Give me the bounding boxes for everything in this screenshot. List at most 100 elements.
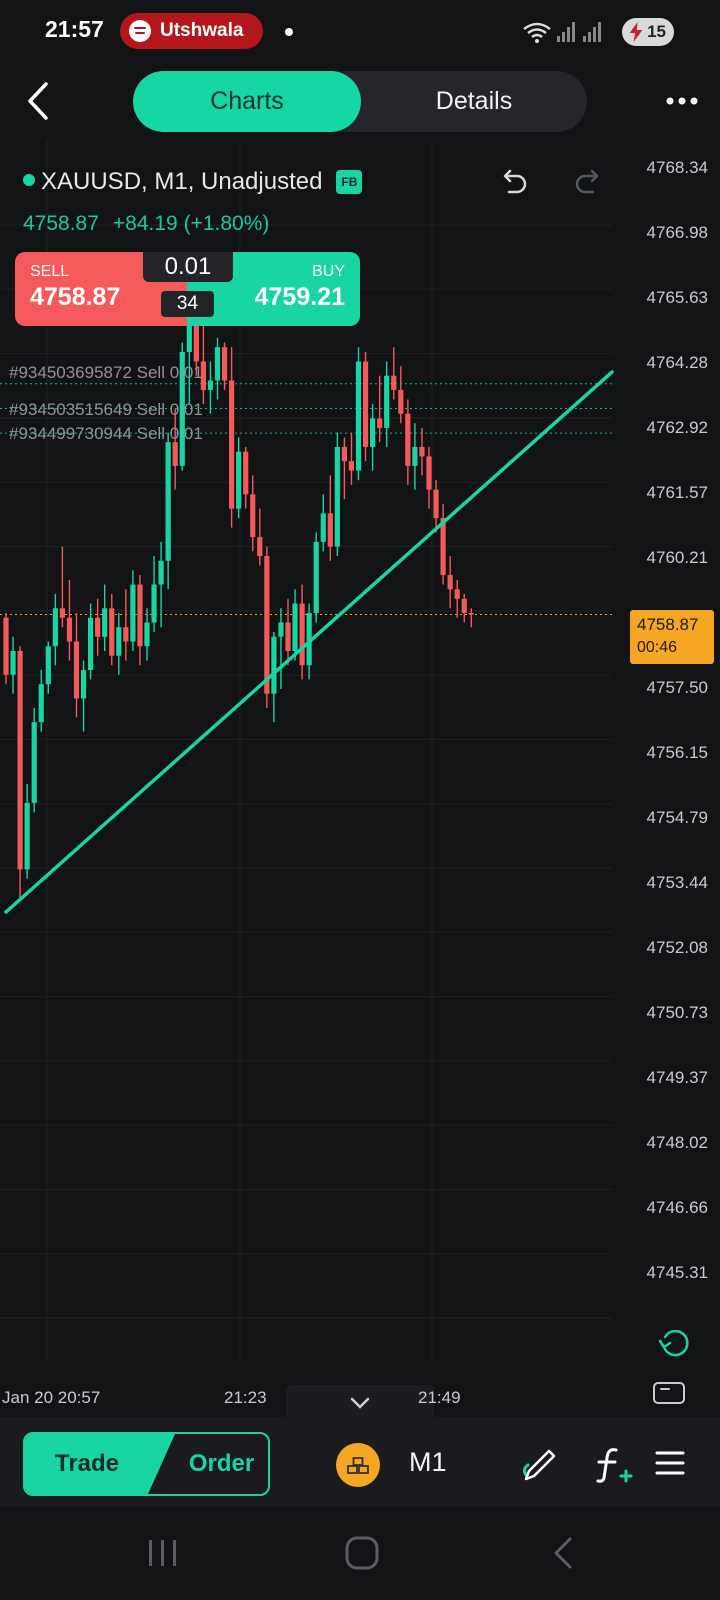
price-axis-label: 4749.37: [646, 1068, 708, 1087]
candle-body: [172, 442, 178, 466]
candle-body: [179, 351, 185, 466]
price-axis-label: 4765.63: [646, 288, 708, 307]
candle-body: [468, 613, 474, 615]
order-label[interactable]: #934503515649 Sell 0.01: [9, 400, 203, 419]
wifi-icon: [523, 22, 551, 43]
undo-icon[interactable]: [497, 168, 529, 198]
system-nav-bar: [0, 1507, 720, 1600]
order-label[interactable]: #934499730944 Sell 0.01: [9, 424, 203, 443]
fullscreen-icon[interactable]: [653, 1382, 685, 1404]
candle-body: [137, 584, 143, 647]
candle-body: [278, 622, 284, 637]
candle-body: [31, 722, 37, 803]
candle-body: [109, 608, 115, 656]
price-axis-label: 4761.57: [646, 483, 708, 502]
tab-charts[interactable]: Charts: [133, 71, 361, 132]
candle-body: [193, 318, 199, 362]
candle-body: [285, 622, 291, 651]
redo-icon[interactable]: [573, 168, 605, 198]
symbol-title: XAUUSD, M1, Unadjusted: [41, 168, 323, 195]
price-chart[interactable]: [0, 140, 720, 1400]
candle-body: [59, 608, 65, 618]
drawing-tools-icon[interactable]: [520, 1445, 560, 1485]
candle-body: [355, 361, 362, 471]
candle-body: [384, 375, 390, 428]
candle-body: [102, 608, 108, 637]
candle-body: [144, 622, 150, 647]
time-axis-label: Jan 20 20:57: [2, 1388, 101, 1407]
chevron-down-icon: [350, 1397, 370, 1409]
candle-body: [200, 361, 206, 390]
price-axis-label: 4752.08: [646, 938, 708, 957]
order-button[interactable]: Order: [188, 1450, 255, 1477]
status-time: 21:57: [45, 16, 104, 42]
candle-body: [440, 518, 446, 576]
candle-body: [461, 598, 467, 614]
status-bar: 21:57 Utshwala 15: [0, 0, 720, 64]
candle-countdown: 00:46: [637, 639, 678, 656]
spread-value: 34: [161, 291, 214, 317]
candle-body: [327, 513, 333, 547]
candle-body: [292, 603, 298, 651]
candle-body: [186, 318, 192, 352]
candle-body: [341, 446, 347, 462]
candle-body: [73, 641, 80, 699]
candle-body: [426, 456, 432, 490]
media-notification-pill[interactable]: Utshwala: [120, 13, 263, 49]
candle-body: [45, 646, 51, 685]
back-button[interactable]: [20, 78, 60, 124]
order-label[interactable]: #934503695872 Sell 0.01: [9, 363, 203, 382]
back-nav-icon[interactable]: [550, 1535, 576, 1571]
gold-asset-icon[interactable]: [336, 1443, 380, 1487]
candle-body: [348, 461, 355, 471]
candle-body: [370, 418, 376, 447]
lot-size-input[interactable]: 0.01: [143, 252, 233, 282]
price-change: +84.19 (+1.80%): [112, 212, 270, 235]
menu-icon[interactable]: [655, 1448, 685, 1478]
fb-badge: FB: [336, 170, 363, 194]
price-axis-label: 4753.44: [646, 873, 708, 892]
candle-body: [257, 537, 263, 557]
price-summary: 4758.87 +84.19 (+1.80%): [23, 212, 269, 236]
candle-body: [391, 375, 397, 390]
reset-zoom-icon[interactable]: [657, 1325, 693, 1361]
candle-body: [130, 584, 136, 642]
buy-price: 4759.21: [254, 283, 345, 311]
indicators-icon[interactable]: [594, 1444, 634, 1486]
candle-body: [165, 442, 171, 561]
more-options-icon[interactable]: [662, 86, 702, 116]
price-axis-label: 4766.98: [646, 223, 708, 242]
collapse-panel-handle[interactable]: [286, 1385, 434, 1419]
battery-saver-icon: [629, 22, 643, 42]
price-axis-label: 4764.28: [646, 353, 708, 372]
battery-level: 15: [647, 22, 666, 41]
recent-apps-icon[interactable]: [146, 1537, 180, 1569]
price-axis-label: 4757.50: [646, 678, 708, 697]
notification-dot-icon: [285, 28, 293, 36]
current-price-tag: 4758.87 00:46: [630, 610, 714, 664]
buy-label: BUY: [312, 263, 345, 280]
view-tab-switch: Charts Details: [133, 71, 587, 132]
signal-icon-2: [583, 22, 601, 42]
candle-body: [454, 589, 460, 599]
home-icon[interactable]: [344, 1535, 380, 1571]
symbol-header: XAUUSD, M1, Unadjusted FB: [23, 168, 363, 196]
candle-body: [398, 389, 404, 414]
sell-label: SELL: [30, 263, 70, 280]
price-axis-label: 4754.79: [646, 808, 708, 827]
timeframe-selector[interactable]: M1: [409, 1447, 447, 1477]
candle-body: [419, 446, 425, 457]
candle-body: [433, 489, 439, 519]
candle-body: [447, 575, 453, 590]
trade-button[interactable]: Trade: [25, 1434, 175, 1494]
price-axis-label: 4768.34: [646, 158, 708, 177]
candle-body: [24, 802, 30, 870]
price-axis-label: 4760.21: [646, 548, 708, 567]
candle-body: [271, 636, 277, 694]
market-open-dot-icon: [23, 174, 35, 186]
tab-details[interactable]: Details: [435, 87, 513, 115]
candle-body: [243, 451, 249, 495]
candle-body: [3, 617, 9, 675]
candle-body: [264, 556, 270, 694]
candle-body: [88, 617, 94, 670]
